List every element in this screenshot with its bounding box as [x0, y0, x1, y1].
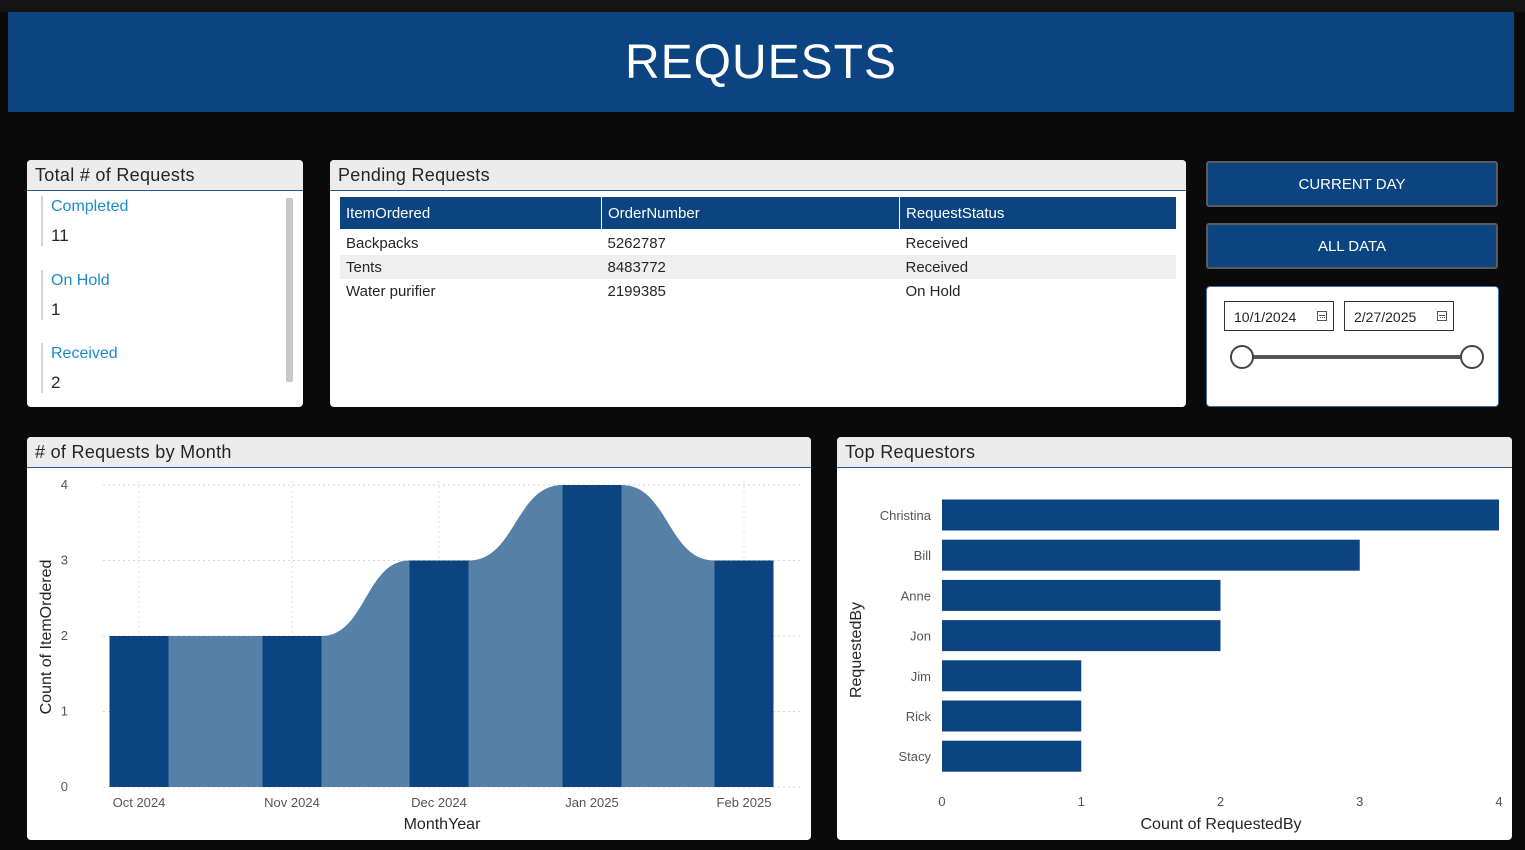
total-requests-title: Total # of Requests [27, 160, 303, 191]
category-label: Jim [911, 669, 931, 684]
date-slider-start-handle[interactable] [1230, 345, 1254, 369]
all-data-button[interactable]: ALL DATA [1206, 223, 1498, 269]
start-date-input[interactable]: 10/1/2024 [1224, 301, 1334, 331]
x-axis-ticks: 0 1 2 3 4 [938, 794, 1502, 809]
y-axis-title: Count of ItemOrdered [38, 560, 55, 715]
category-label: Rick [906, 709, 932, 724]
total-item-label: On Hold [51, 272, 110, 289]
table-row[interactable]: Water purifier 2199385 On Hold [340, 279, 1176, 303]
table-header-row: ItemOrdered OrderNumber RequestStatus [340, 197, 1176, 229]
x-tick-label: Oct 2024 [113, 795, 166, 810]
month-bars [109, 485, 774, 788]
requestor-bar[interactable] [942, 539, 1360, 571]
month-bar[interactable] [109, 636, 169, 787]
y-tick-label: 2 [61, 628, 68, 643]
end-date-input[interactable]: 2/27/2025 [1344, 301, 1454, 331]
total-item-label: Received [51, 345, 118, 362]
page-header: REQUESTS [8, 12, 1514, 112]
cell-request-status: On Hold [905, 282, 961, 300]
x-tick-label: Nov 2024 [264, 795, 320, 810]
category-label: Jon [910, 629, 931, 644]
top-requestors-card: Top Requestors Christina Bill Anne Jon Jim Ri… [837, 437, 1512, 840]
cell-order-number: 2199385 [607, 282, 666, 300]
month-bar[interactable] [714, 560, 774, 788]
total-item-value: 2 [51, 373, 61, 392]
start-date-value: 10/1/2024 [1234, 309, 1297, 325]
totals-scrollbar[interactable] [286, 198, 293, 382]
pending-requests-title: Pending Requests [330, 160, 1186, 191]
total-item-label: Completed [51, 198, 129, 215]
requests-by-month-title: # of Requests by Month [27, 437, 811, 468]
requests-by-month-chart: 0 1 2 3 4 Oct 2024 Nov 2024 Dec 2024 Jan 2025 Fe… [38, 477, 802, 833]
requestor-bar[interactable] [942, 579, 1221, 611]
x-axis-title: Count of RequestedBy [1141, 816, 1302, 833]
category-label: Christina [880, 508, 932, 523]
table-row[interactable]: Tents 8483772 Received [340, 255, 1176, 279]
date-slider-track[interactable] [1242, 355, 1474, 359]
requests-by-month-card: # of Requests by Month 0 1 2 3 4 Oct 2024 Nov… [27, 437, 811, 840]
end-date-value: 2/27/2025 [1354, 309, 1417, 325]
cell-item-ordered: Water purifier [346, 282, 436, 300]
date-slider-end-handle[interactable] [1460, 345, 1484, 369]
current-day-button[interactable]: CURRENT DAY [1206, 161, 1498, 207]
x-axis-ticks: Oct 2024 Nov 2024 Dec 2024 Jan 2025 Feb 2025 [113, 795, 772, 810]
category-label: Stacy [898, 749, 931, 764]
month-bar[interactable] [409, 560, 469, 788]
column-header-order-number[interactable]: OrderNumber [601, 197, 900, 229]
month-bar[interactable] [262, 636, 322, 787]
page-title: REQUESTS [624, 35, 898, 89]
y-axis-title: RequestedBy [848, 602, 865, 698]
date-range-slicer: 10/1/2024 2/27/2025 [1206, 286, 1499, 407]
y-tick-label: 1 [61, 704, 68, 719]
requestor-bar[interactable] [942, 660, 1082, 692]
x-tick-label: 4 [1495, 794, 1502, 809]
column-header-request-status[interactable]: RequestStatus [899, 197, 1176, 229]
top-requestors-chart: Christina Bill Anne Jon Jim Rick Stacy 0 1 2 3 4 C… [848, 499, 1503, 833]
top-requestors-title: Top Requestors [837, 437, 1512, 468]
pending-requests-card: Pending Requests ItemOrdered OrderNumber… [330, 160, 1186, 407]
month-bar[interactable] [562, 485, 622, 787]
category-label: Bill [914, 548, 931, 563]
cell-item-ordered: Backpacks [346, 234, 419, 252]
x-tick-label: Dec 2024 [411, 795, 467, 810]
x-axis-title: MonthYear [404, 816, 481, 833]
y-axis-ticks: 0 1 2 3 4 [61, 477, 68, 794]
calendar-icon[interactable] [1317, 311, 1327, 321]
total-item-received: Received 2 [41, 343, 118, 393]
total-requests-card: Total # of Requests Completed 11 On Hold… [27, 160, 303, 407]
cell-order-number: 5262787 [607, 234, 666, 252]
total-item-value: 11 [51, 226, 69, 245]
y-tick-label: 0 [61, 779, 68, 794]
y-tick-label: 4 [61, 477, 68, 492]
total-item-value: 1 [51, 300, 61, 319]
requestor-bar[interactable] [942, 700, 1082, 732]
requestor-bars [942, 499, 1499, 772]
x-tick-label: 1 [1078, 794, 1085, 809]
cell-request-status: Received [899, 255, 1176, 279]
category-label: Anne [901, 588, 931, 603]
table-row[interactable]: Backpacks 5262787 Received [340, 231, 1176, 255]
calendar-icon[interactable] [1437, 311, 1447, 321]
window-top-strip [0, 0, 1525, 12]
y-tick-label: 3 [61, 553, 68, 568]
column-header-item-ordered[interactable]: ItemOrdered [340, 197, 602, 229]
total-item-completed: Completed 11 [41, 196, 128, 246]
pending-requests-table: ItemOrdered OrderNumber RequestStatus Ba… [340, 197, 1176, 303]
y-axis-categories: Christina Bill Anne Jon Jim Rick Stacy [880, 508, 932, 764]
total-item-on-hold: On Hold 1 [41, 270, 110, 320]
cell-order-number: 8483772 [601, 255, 900, 279]
cell-request-status: Received [905, 234, 969, 252]
x-tick-label: 2 [1217, 794, 1224, 809]
requestor-bar[interactable] [942, 740, 1082, 772]
x-tick-label: 0 [938, 794, 945, 809]
x-tick-label: Feb 2025 [717, 795, 772, 810]
x-tick-label: 3 [1356, 794, 1363, 809]
cell-item-ordered: Tents [340, 255, 602, 279]
x-tick-label: Jan 2025 [565, 795, 619, 810]
requestor-bar[interactable] [942, 620, 1221, 652]
requestor-bar[interactable] [942, 499, 1499, 531]
